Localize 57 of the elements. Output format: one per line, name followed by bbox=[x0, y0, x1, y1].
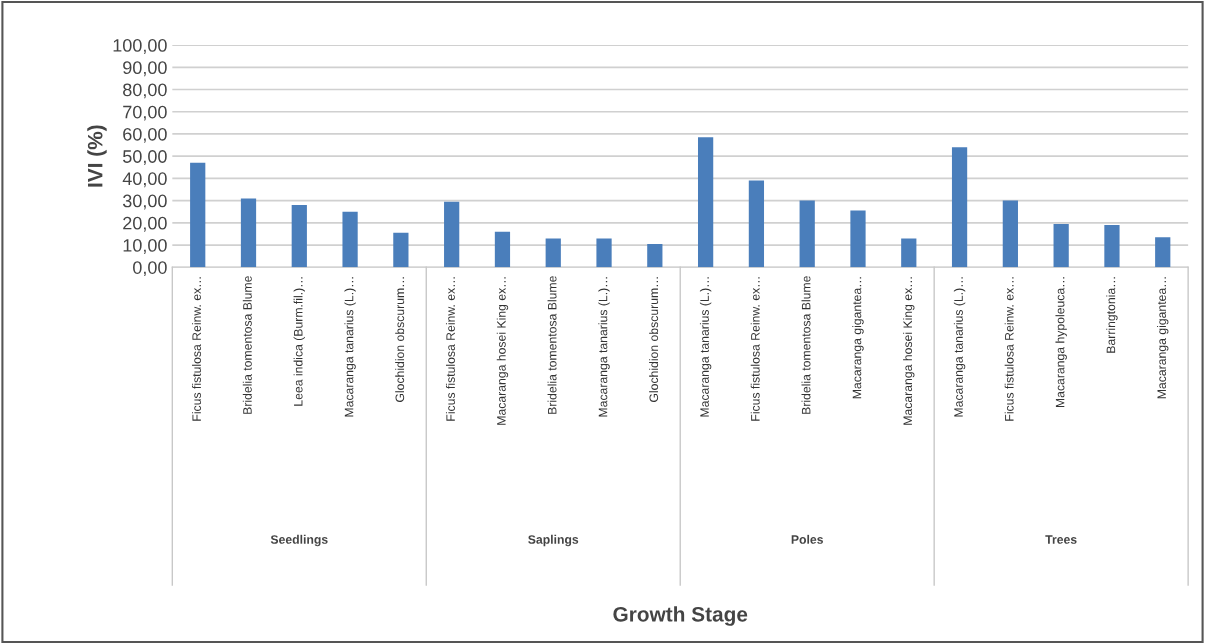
x-tick-label: Glochidion obscurum… bbox=[395, 277, 405, 402]
bar bbox=[545, 238, 561, 268]
bar bbox=[1002, 200, 1018, 268]
bar bbox=[1155, 237, 1171, 268]
x-tick-label: Macaranga tanarius (L.)… bbox=[953, 277, 966, 417]
y-axis-title: IVI (%) bbox=[87, 125, 107, 187]
bar bbox=[444, 201, 460, 268]
bar bbox=[951, 147, 968, 268]
x-tick-label: Macaranga hypoleuca… bbox=[1055, 277, 1067, 408]
bar bbox=[799, 200, 815, 268]
x-tick-label: Macaranga tanarius (L.)… bbox=[598, 277, 610, 417]
bar bbox=[647, 243, 663, 268]
text: Seedlings bbox=[270, 534, 328, 547]
bar bbox=[342, 211, 358, 268]
x-tick-label: Barringtonia… bbox=[1106, 277, 1118, 353]
bar bbox=[494, 231, 511, 268]
y-tick-label: 30,00 bbox=[122, 194, 167, 210]
x-tick-label: Leea indica (Burm.fil.)… bbox=[293, 277, 305, 406]
text: Growth Stage bbox=[613, 606, 748, 626]
bar bbox=[901, 238, 917, 268]
x-tick-label: Ficus fistulosa Reinw. ex… bbox=[750, 277, 760, 421]
text: Trees bbox=[1045, 535, 1077, 544]
x-tick-label: Macaranga hosei King ex… bbox=[496, 277, 509, 425]
y-tick-label: 20,00 bbox=[123, 216, 167, 232]
bar bbox=[393, 232, 409, 268]
y-tick-label: 60,00 bbox=[123, 127, 167, 143]
x-tick-label: Macaranga tanarius (L.)… bbox=[699, 277, 712, 417]
x-tick-label: Bridelia tomentosa Blume bbox=[801, 276, 811, 414]
y-tick-label: 0,00 bbox=[133, 261, 167, 277]
bar bbox=[240, 198, 257, 268]
y-tick-label: 90,00 bbox=[123, 61, 167, 77]
bar bbox=[596, 238, 612, 268]
x-tick-label: Bridelia tomentosa Blume bbox=[547, 276, 557, 414]
x-tick-label: Glochidion obscurum… bbox=[649, 277, 659, 402]
y-tick-label: 100,00 bbox=[113, 39, 167, 54]
bar bbox=[748, 180, 765, 268]
text: Poles bbox=[791, 534, 823, 544]
bar bbox=[1053, 223, 1069, 268]
text: Saplings bbox=[528, 534, 579, 547]
x-tick-label: Ficus fistulosa Reinw. ex… bbox=[192, 277, 201, 421]
x-tick-label: Ficus fistulosa Reinw. ex… bbox=[1004, 277, 1014, 421]
y-tick-label: 80,00 bbox=[123, 83, 167, 99]
bar bbox=[190, 162, 206, 268]
bar bbox=[1104, 225, 1120, 268]
y-tick-label: 40,00 bbox=[122, 172, 167, 188]
x-tick-label: Macaranga tanarius (L.)… bbox=[344, 277, 356, 417]
y-tick-label: 50,00 bbox=[123, 150, 167, 166]
x-tick-label: Macaranga gigantea… bbox=[852, 277, 864, 399]
x-tick-label: Macaranga hosei King ex… bbox=[903, 277, 915, 425]
bar bbox=[291, 205, 307, 268]
y-tick-label: 10,00 bbox=[123, 238, 167, 254]
bar bbox=[850, 210, 866, 268]
x-tick-label: Ficus fistulosa Reinw. ex… bbox=[445, 277, 455, 421]
x-tick-label: Macaranga gigantea… bbox=[1157, 277, 1169, 399]
bar bbox=[698, 137, 714, 268]
y-tick-label: 70,00 bbox=[123, 105, 167, 121]
x-tick-label: Bridelia tomentosa Blume bbox=[242, 276, 252, 414]
